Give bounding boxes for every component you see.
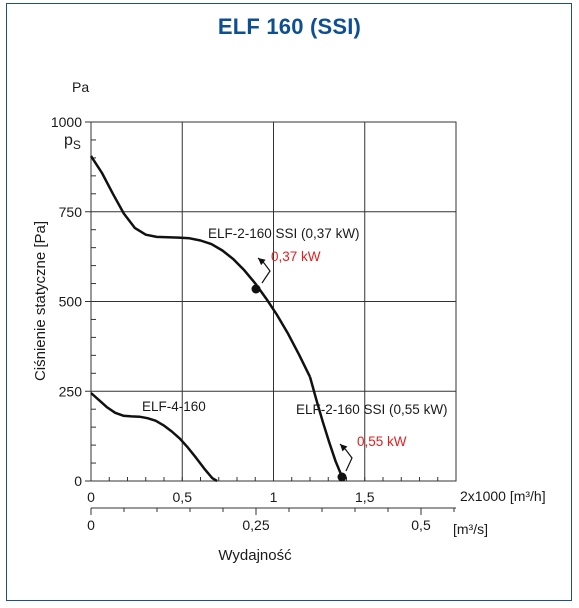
x-tick-label-secondary: 0,5: [411, 517, 431, 533]
y-tick-label: 750: [59, 204, 83, 220]
operating-point-037: [251, 284, 261, 294]
series-label-037: ELF-2-160 SSI (0,37 kW): [208, 226, 360, 241]
x-axis-title: Wydajność: [218, 547, 292, 564]
power-label-037: 0,37 kW: [271, 249, 321, 264]
operating-point-055: [337, 472, 347, 482]
series-label-055: ELF-2-160 SSI (0,55 kW): [296, 402, 448, 417]
x-tick-label-secondary: 0: [87, 517, 95, 533]
y-unit-label: Pa: [72, 79, 89, 95]
y-tick-label: 250: [59, 383, 83, 399]
x-unit-secondary: [m³/s]: [453, 521, 488, 537]
curve-elf-2-160-ssi-037: [89, 155, 312, 378]
y-symbol-label: pS: [64, 132, 81, 152]
leader-arrow-055-head: [340, 444, 348, 452]
y-tick-label: 500: [59, 294, 83, 310]
curve-elf-2-160-ssi-055: [308, 376, 344, 478]
x-tick-label-primary: 0: [87, 489, 95, 505]
grid: [85, 121, 457, 515]
y-axis-title: Ciśnienie statyczne [Pa]: [32, 221, 49, 381]
y-tick-label: 0: [74, 473, 82, 489]
chart-title: ELF 160 (SSI): [217, 14, 362, 39]
series-label-elf-4-160: ELF-4-160: [142, 399, 206, 414]
power-label-055: 0,55 kW: [357, 434, 407, 449]
y-tick-label: 1000: [51, 114, 82, 130]
x-tick-label-primary: 0,5: [173, 489, 193, 505]
x-tick-label-secondary: 0,25: [242, 517, 269, 533]
x-tick-label-primary: 1,5: [355, 489, 375, 505]
curves: [89, 155, 353, 483]
curve-elf-4-160: [90, 392, 218, 483]
leader-arrow-037-head: [258, 258, 266, 266]
labels: 0 250 500 750 1000 0 0,5 1 1,5 0 0,25 0,5 Pa pS Ciśnie…: [32, 79, 546, 564]
x-tick-label-primary: 1: [270, 489, 278, 505]
x-unit-primary: 2x1000 [m³/h]: [460, 488, 546, 504]
